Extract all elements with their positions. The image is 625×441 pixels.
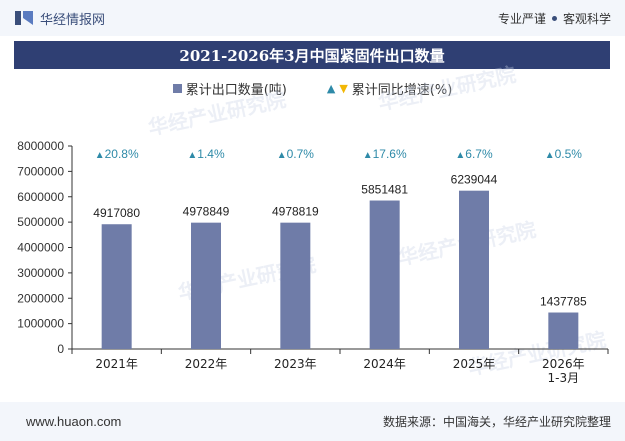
- y-tick-label: 0: [57, 342, 64, 356]
- y-tick-label: 1000000: [17, 317, 64, 331]
- growth-rate-label: ▲1.4%: [187, 147, 225, 161]
- growth-rate-label: ▲20.8%: [95, 147, 139, 161]
- top-bar: 华经情报网 专业严谨 客观科学: [0, 0, 625, 36]
- y-tick-label: 5000000: [17, 215, 64, 229]
- legend-bar-label: 累计出口数量(吨): [185, 82, 287, 98]
- legend-item-growth: ▲ ▼ 累计同比增速(%): [327, 78, 452, 98]
- brand-name: 华经情报网: [40, 12, 106, 28]
- legend: 累计出口数量(吨) ▲ ▼ 累计同比增速(%): [0, 78, 625, 98]
- growth-rate-label: ▲0.5%: [545, 147, 583, 161]
- brand-logo-icon: [15, 11, 33, 25]
- legend-item-bar: 累计出口数量(吨): [172, 78, 287, 98]
- bar-value-label: 4978849: [183, 205, 230, 219]
- footer-url[interactable]: www.huaon.com: [26, 414, 122, 429]
- y-tick-label: 7000000: [17, 164, 64, 178]
- x-tick-label: 2025年: [453, 357, 496, 371]
- legend-up-triangle-icon: ▲: [326, 81, 336, 95]
- legend-down-triangle-icon: ▼: [339, 81, 348, 95]
- bar: [280, 222, 311, 349]
- slogan-left: 专业严谨: [497, 11, 546, 26]
- slogan-right: 客观科学: [562, 11, 611, 26]
- x-tick-label: 2022年: [185, 357, 228, 371]
- y-tick-label: 2000000: [17, 291, 64, 305]
- growth-rate-label: ▲17.6%: [363, 147, 407, 161]
- legend-bar-swatch: [172, 83, 182, 93]
- bar-value-label: 4978819: [272, 205, 319, 219]
- growth-rate-label: ▲6.7%: [455, 147, 493, 161]
- chart-title: 2021-2026年3月中国紧固件出口数量: [14, 41, 610, 69]
- footer-source: 数据来源：中国海关，华经产业研究院整理: [382, 415, 611, 429]
- bar: [459, 190, 489, 349]
- slogan: 专业严谨 客观科学: [498, 10, 611, 27]
- y-tick-label: 8000000: [17, 139, 64, 153]
- bar: [191, 222, 221, 349]
- growth-rate-label: ▲0.7%: [277, 147, 315, 161]
- y-tick-label: 4000000: [17, 241, 64, 255]
- x-tick-label: 2026年 1-3月: [542, 357, 585, 385]
- bar: [101, 224, 132, 349]
- y-tick-label: 3000000: [17, 266, 64, 280]
- y-tick-label: 6000000: [17, 190, 64, 204]
- bar-value-label: 6239044: [451, 173, 498, 187]
- x-tick-label: 2023年: [274, 357, 317, 371]
- watermark-text: 华经产业研究院: [146, 87, 288, 140]
- x-tick-label: 2021年: [95, 357, 138, 371]
- watermark-text: 华经产业研究院: [376, 62, 518, 115]
- bar: [369, 200, 400, 349]
- x-tick-label: 2024年: [363, 357, 406, 371]
- legend-growth-label: 累计同比增速(%): [351, 82, 453, 98]
- bar-value-label: 1437785: [540, 295, 587, 309]
- slogan-separator-dot: [551, 15, 557, 21]
- bar: [548, 312, 579, 349]
- footer: www.huaon.com 数据来源：中国海关，华经产业研究院整理: [0, 402, 625, 441]
- bar-value-label: 4917080: [93, 206, 140, 220]
- bar-value-label: 5851481: [361, 183, 408, 197]
- brand: 华经情报网: [14, 8, 105, 28]
